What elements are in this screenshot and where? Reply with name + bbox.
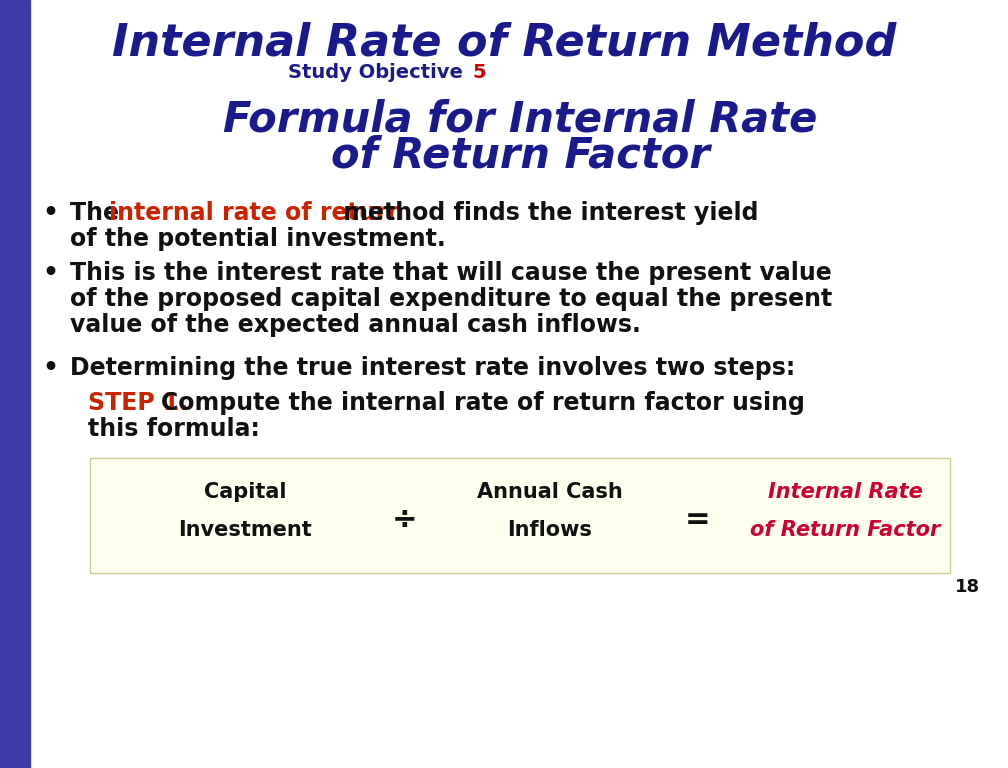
Text: Internal Rate of Return Method: Internal Rate of Return Method: [112, 22, 896, 65]
Text: internal rate of return: internal rate of return: [109, 201, 404, 225]
Text: 5: 5: [472, 64, 486, 82]
Text: Capital: Capital: [204, 482, 286, 502]
FancyBboxPatch shape: [90, 458, 950, 573]
Text: of Return Factor: of Return Factor: [750, 520, 940, 540]
Text: Study Objective: Study Objective: [288, 64, 470, 82]
Text: Inflows: Inflows: [508, 520, 593, 540]
Text: of the proposed capital expenditure to equal the present: of the proposed capital expenditure to e…: [70, 287, 833, 311]
Text: STEP 1.: STEP 1.: [88, 391, 188, 415]
Text: Compute the internal rate of return factor using: Compute the internal rate of return fact…: [160, 391, 804, 415]
Text: =: =: [685, 505, 711, 534]
Text: Internal Rate: Internal Rate: [768, 482, 922, 502]
Text: Investment: Investment: [178, 520, 311, 540]
Text: value of the expected annual cash inflows.: value of the expected annual cash inflow…: [70, 313, 641, 337]
Text: Determining the true interest rate involves two steps:: Determining the true interest rate invol…: [70, 356, 795, 380]
Text: Annual Cash: Annual Cash: [477, 482, 623, 502]
Text: 18: 18: [955, 578, 980, 596]
Text: This is the interest rate that will cause the present value: This is the interest rate that will caus…: [70, 261, 832, 285]
Text: of Return Factor: of Return Factor: [331, 135, 710, 177]
Text: Formula for Internal Rate: Formula for Internal Rate: [223, 99, 817, 141]
Text: ÷: ÷: [392, 505, 417, 534]
Text: •: •: [42, 201, 58, 225]
Bar: [0, 0, 30, 768]
Text: method finds the interest yield: method finds the interest yield: [335, 201, 758, 225]
Text: •: •: [42, 356, 58, 380]
Text: •: •: [42, 261, 58, 285]
Text: of the potential investment.: of the potential investment.: [70, 227, 446, 251]
Text: The: The: [70, 201, 127, 225]
Text: this formula:: this formula:: [88, 417, 260, 441]
